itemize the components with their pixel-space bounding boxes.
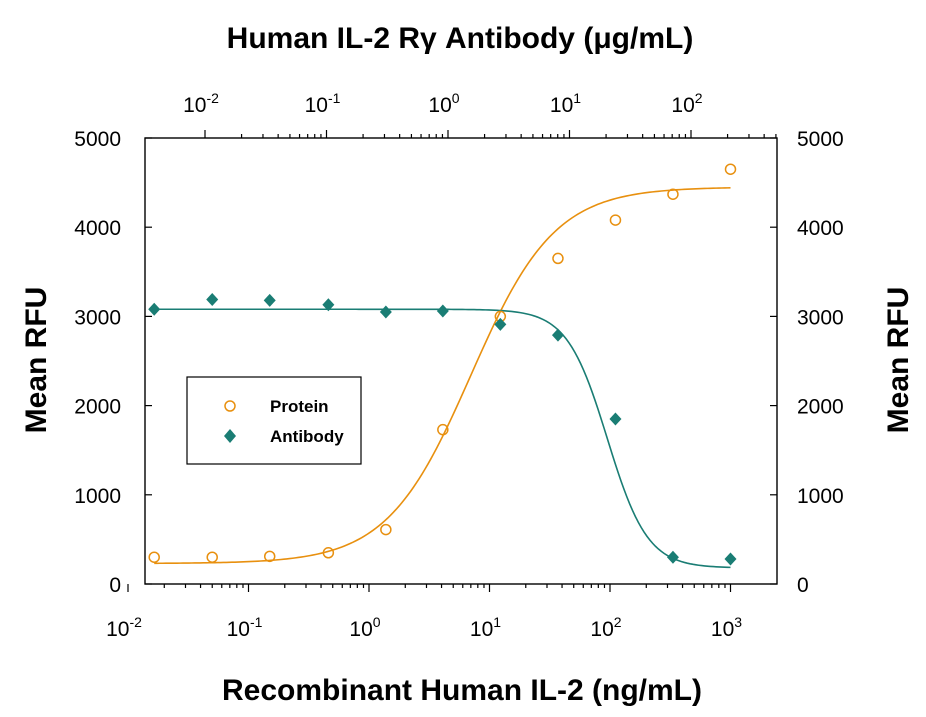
- data-point-antibody: [379, 305, 392, 319]
- data-point-antibody: [263, 293, 276, 307]
- legend-antibody-marker: [224, 429, 236, 443]
- data-point-antibody: [724, 552, 737, 566]
- legend-box: [186, 376, 362, 465]
- y-tick-label-left: 4000: [74, 217, 121, 240]
- x-tick-label-top: 10-1: [305, 90, 341, 117]
- y-tick-label-left: 5000: [74, 128, 121, 151]
- data-point-antibody: [666, 550, 679, 564]
- data-point-antibody: [322, 298, 335, 312]
- x-tick-label-bottom: 102: [590, 614, 621, 641]
- data-point-antibody: [609, 412, 622, 426]
- y-tick-label-right: 4000: [797, 217, 844, 240]
- data-point-antibody: [148, 302, 161, 316]
- legend: Protein Antibody: [186, 376, 362, 465]
- y-tick-label-left: 2000: [74, 396, 121, 419]
- data-point-protein: [609, 214, 622, 226]
- x-tick-label-bottom: 10-2: [106, 614, 142, 641]
- data-points-layer: [148, 163, 737, 566]
- y-tick-label-left: 0: [109, 574, 121, 597]
- x-tick-label-top: 100: [428, 90, 459, 117]
- data-point-antibody: [494, 317, 507, 331]
- data-point-protein: [206, 551, 218, 563]
- x-tick-label-top: 101: [550, 90, 581, 117]
- y-tick-label-right: 3000: [797, 306, 844, 329]
- right-axis-title: Mean RFU: [882, 287, 915, 434]
- data-point-protein: [380, 523, 392, 536]
- data-point-antibody: [206, 292, 219, 306]
- y-tick-label-right: 2000: [797, 396, 844, 419]
- x-tick-label-top: 102: [671, 90, 702, 117]
- data-point-protein: [667, 188, 679, 200]
- x-tick-label-bottom: 101: [470, 614, 501, 641]
- y-tick-label-right: 0: [797, 574, 809, 597]
- fit-curve-protein: [154, 187, 731, 565]
- bottom-axis-title: Recombinant Human IL-2 (ng/mL): [222, 674, 702, 707]
- data-point-protein: [322, 547, 335, 559]
- x-tick-label-bottom: 100: [349, 614, 380, 641]
- top-axis-title: Human IL-2 Rγ Antibody (μg/mL): [227, 22, 694, 55]
- y-tick-label-right: 5000: [797, 128, 844, 151]
- data-point-protein: [148, 551, 160, 563]
- data-point-antibody: [551, 328, 564, 342]
- data-point-protein: [724, 163, 737, 175]
- y-tick-label-left: 3000: [74, 306, 121, 329]
- data-point-protein: [437, 423, 449, 436]
- plot-frame: [144, 137, 778, 585]
- y-tick-label-right: 1000: [797, 485, 844, 508]
- data-point-antibody: [436, 304, 449, 318]
- legend-protein-label: Protein: [270, 397, 329, 416]
- legend-antibody-label: Antibody: [270, 427, 344, 446]
- x-tick-label-bottom: 10-1: [227, 614, 263, 641]
- y-tick-label-left: 1000: [74, 485, 121, 508]
- ticks-layer: 0 0 1000 1000 2000 2000 3000 3000 4000 4000 5000 50…: [74, 90, 843, 641]
- x-tick-label-bottom: 103: [711, 614, 742, 641]
- data-point-protein: [552, 252, 564, 265]
- x-tick-label-top: 10-2: [183, 90, 219, 117]
- legend-protein-marker: [224, 400, 236, 412]
- data-point-protein: [263, 550, 276, 563]
- left-axis-title: Mean RFU: [20, 287, 53, 434]
